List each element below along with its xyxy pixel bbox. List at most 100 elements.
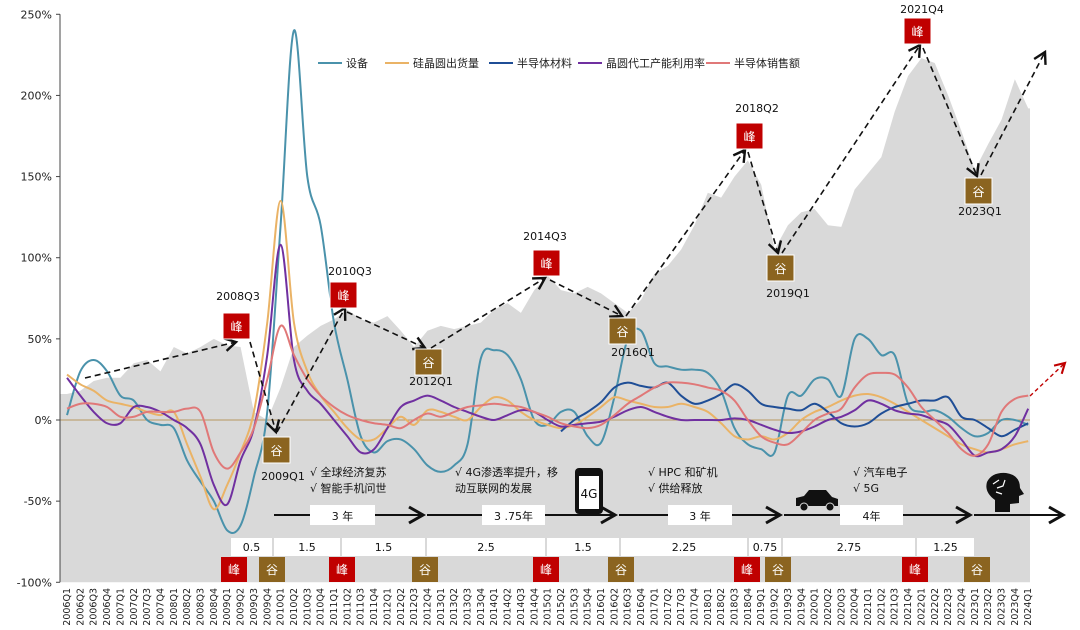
duration-box — [427, 538, 545, 556]
note-line: √ 全球经济复苏 — [310, 466, 387, 479]
x-tick-label: 2019Q2 — [770, 588, 781, 626]
trough-marker — [414, 348, 443, 376]
x-tick-label: 2006Q4 — [102, 588, 113, 626]
turning-point-date: 2016Q1 — [611, 346, 655, 359]
x-tick-label: 2017Q1 — [649, 588, 660, 626]
x-tick-label: 2018Q4 — [743, 588, 754, 626]
note-cycle-1: √ 全球经济复苏 √ 智能手机问世 — [310, 465, 387, 497]
x-tick-label: 2021Q3 — [890, 588, 901, 626]
forecast-arrow — [1029, 361, 1067, 397]
x-tick-label: 2012Q1 — [382, 588, 393, 626]
legend-label: 半导体销售额 — [734, 56, 800, 70]
x-tick-label: 2022Q2 — [930, 588, 941, 626]
marker-label: 峰 — [540, 257, 552, 271]
turning-point-date: 2012Q1 — [409, 375, 453, 388]
legend-label: 硅晶圆出货量 — [413, 56, 479, 70]
marker-label: 峰 — [540, 563, 552, 577]
x-tick-label: 2013Q4 — [476, 588, 487, 626]
x-tick-label: 2021Q2 — [876, 588, 887, 626]
x-tick-label: 2013Q2 — [449, 588, 460, 626]
x-tick-label: 2022Q3 — [943, 588, 954, 626]
note-line: √ 智能手机问世 — [310, 482, 387, 495]
turning-point-date: 2021Q4 — [900, 3, 944, 16]
y-tick-label: 50% — [28, 333, 52, 346]
x-tick-label: 2007Q2 — [129, 588, 140, 626]
cycle-length-label: 4年 — [863, 509, 881, 523]
trough-marker — [262, 436, 291, 464]
bottom-peak-marker — [734, 557, 760, 582]
x-tick-label: 2006Q2 — [75, 588, 86, 626]
x-tick-label: 2013Q3 — [463, 588, 474, 626]
x-tick-label: 2014Q2 — [503, 588, 514, 626]
trend-arrow — [747, 151, 783, 256]
series-line-2 — [66, 199, 1029, 511]
x-tick-label: 2014Q4 — [529, 588, 540, 626]
trend-arrow — [625, 148, 747, 317]
bottom-peak-marker — [221, 557, 247, 582]
marker-label: 谷 — [422, 356, 434, 370]
duration-box — [621, 538, 747, 556]
x-tick-label: 2010Q2 — [289, 588, 300, 626]
circuit-detail — [992, 479, 1006, 495]
x-tick-label: 2016Q4 — [636, 588, 647, 626]
x-tick-label: 2023Q1 — [970, 588, 981, 626]
x-tick-label: 2009Q3 — [249, 588, 260, 626]
duration-box — [231, 538, 272, 556]
y-tick-label: -100% — [17, 576, 52, 589]
series-line-4 — [66, 243, 1030, 507]
turning-point-date: 2018Q2 — [735, 102, 779, 115]
y-tick-label: 100% — [21, 252, 52, 265]
x-tick-label: 2015Q1 — [543, 588, 554, 626]
car-wheel — [799, 502, 809, 512]
trend-arrow — [84, 337, 239, 379]
x-tick-label: 2012Q3 — [409, 588, 420, 626]
marker-label: 峰 — [336, 563, 348, 577]
x-tick-label: 2012Q4 — [422, 588, 433, 626]
cycle-length-box — [668, 505, 732, 525]
x-tick-label: 2022Q4 — [956, 588, 967, 626]
marker-label: 谷 — [772, 563, 784, 577]
bottom-peak-marker — [329, 557, 355, 582]
marker-label: 峰 — [911, 25, 923, 39]
car-icon — [796, 490, 838, 506]
x-tick-label: 2010Q4 — [316, 588, 327, 626]
duration-label: 1.5 — [574, 541, 592, 554]
note-cycle-4: √ 汽车电子 √ 5G — [853, 465, 908, 497]
duration-box — [342, 538, 425, 556]
x-tick-label: 2011Q3 — [356, 588, 367, 626]
cycle-length-label: 3 年 — [689, 509, 711, 523]
duration-box — [783, 538, 915, 556]
marker-label: 谷 — [266, 563, 278, 577]
y-tick-label: 0% — [35, 414, 52, 427]
peak-marker — [329, 281, 358, 309]
series-line-1 — [66, 29, 1029, 534]
x-tick-label: 2018Q3 — [730, 588, 741, 626]
trend-arrow — [549, 279, 625, 318]
bottom-trough-marker — [964, 557, 990, 582]
trend-arrow — [781, 42, 922, 254]
trend-arrow — [249, 341, 281, 435]
x-tick-label: 2008Q3 — [196, 588, 207, 626]
turning-point-date: 2019Q1 — [766, 287, 810, 300]
x-tick-label: 2019Q1 — [756, 588, 767, 626]
x-tick-label: 2006Q1 — [62, 588, 73, 626]
marker-label: 峰 — [228, 563, 240, 577]
x-tick-label: 2013Q1 — [436, 588, 447, 626]
trend-arrow — [276, 305, 347, 433]
cycle-length-box — [840, 505, 903, 525]
duration-box — [749, 538, 781, 556]
x-tick-label: 2017Q2 — [663, 588, 674, 626]
turning-point-date: 2014Q3 — [523, 230, 567, 243]
marker-label: 谷 — [971, 563, 983, 577]
bottom-trough-marker — [765, 557, 791, 582]
x-tick-label: 2009Q2 — [236, 588, 247, 626]
peak-marker — [222, 312, 251, 340]
x-tick-label: 2017Q4 — [689, 588, 700, 626]
bottom-peak-marker — [533, 557, 559, 582]
x-tick-label: 2015Q2 — [556, 588, 567, 626]
duration-box — [917, 538, 974, 556]
x-tick-label: 2020Q3 — [836, 588, 847, 626]
x-tick-label: 2023Q3 — [997, 588, 1008, 626]
marker-label: 谷 — [972, 185, 984, 199]
